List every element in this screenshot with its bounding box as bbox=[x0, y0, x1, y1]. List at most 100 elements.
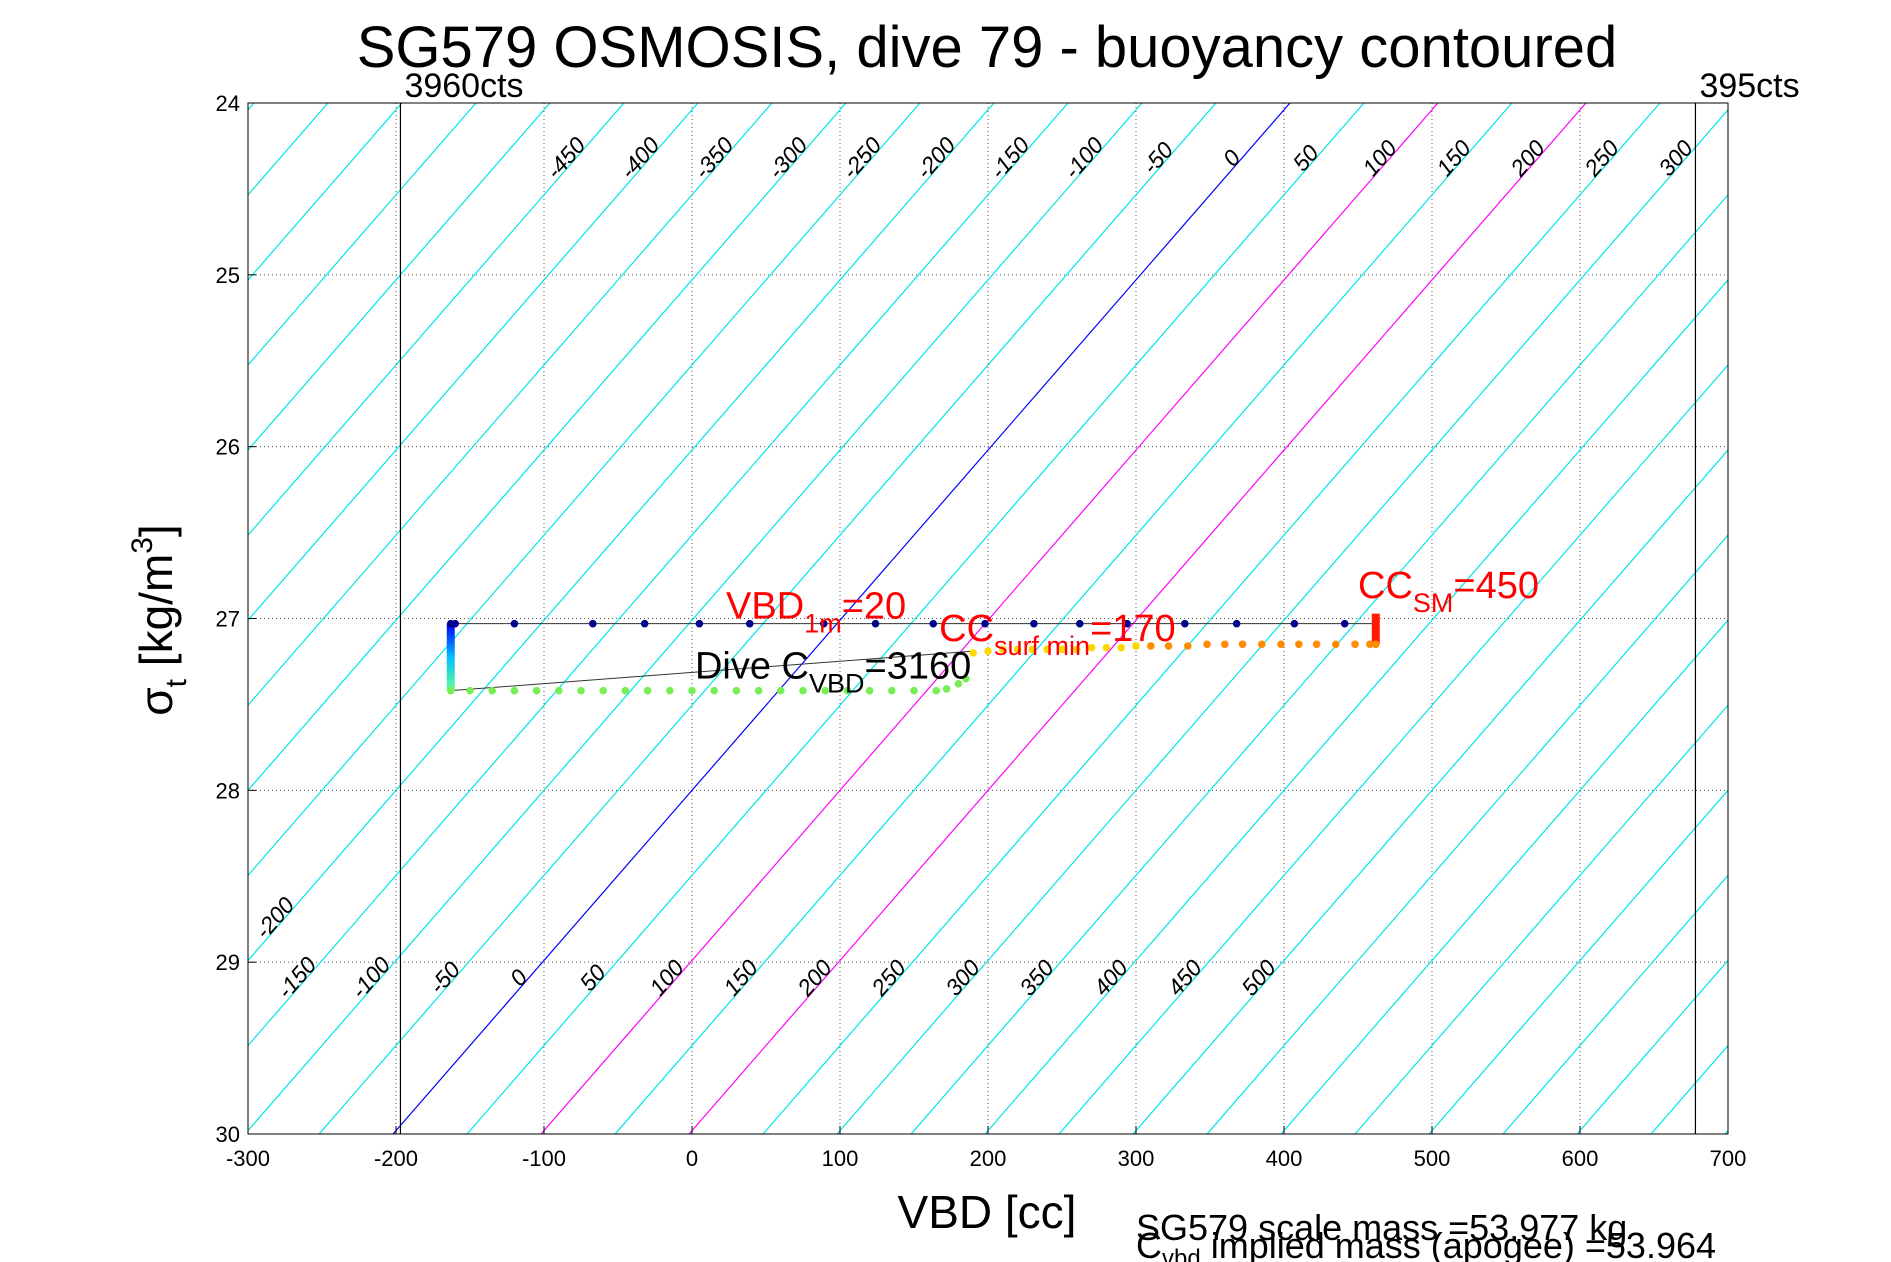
y-label-unit: [kg/m bbox=[130, 554, 182, 679]
annotation-sub: SM bbox=[1413, 588, 1454, 618]
contour-label-bottom: 450 bbox=[1162, 954, 1207, 1000]
x-tick-label: 0 bbox=[686, 1146, 698, 1171]
annotation: VBD1m=20 bbox=[726, 586, 906, 639]
path-line bbox=[450, 650, 974, 692]
buoyancy-contour-line bbox=[984, 279, 1728, 1134]
data-point bbox=[821, 686, 829, 695]
contour-label-top: -200 bbox=[911, 132, 961, 184]
data-point bbox=[1290, 619, 1299, 628]
x-tick-label: -200 bbox=[374, 1146, 418, 1171]
data-point bbox=[1351, 640, 1359, 649]
contour-label-bottom: 350 bbox=[1014, 954, 1059, 1000]
contour-label-top: -50 bbox=[1137, 137, 1179, 179]
x-tick-label: 400 bbox=[1266, 1146, 1303, 1171]
buoyancy-contour-line bbox=[1354, 704, 1728, 1134]
buoyancy-contour-line bbox=[248, 103, 477, 366]
buoyancy-contour-line bbox=[248, 103, 921, 877]
data-point bbox=[1366, 640, 1374, 649]
data-point bbox=[710, 686, 718, 695]
contour-label-top: -100 bbox=[1059, 132, 1109, 184]
buoyancy-contour-line bbox=[1280, 619, 1728, 1134]
data-point bbox=[819, 619, 828, 628]
data-point bbox=[599, 686, 607, 695]
contour-label-top: -250 bbox=[837, 132, 887, 184]
data-point bbox=[1087, 643, 1096, 652]
data-point bbox=[1043, 645, 1051, 654]
buoyancy-contour-line bbox=[688, 103, 1587, 1134]
y-tick-label: 30 bbox=[216, 1122, 240, 1147]
contours bbox=[248, 103, 1891, 1134]
data-point bbox=[1013, 645, 1022, 654]
x-tick-label: -300 bbox=[226, 1146, 270, 1171]
data-point bbox=[1371, 640, 1380, 649]
data-points bbox=[446, 613, 1380, 695]
data-point bbox=[695, 619, 704, 628]
data-point bbox=[777, 686, 785, 695]
annotation-main: CC bbox=[939, 608, 994, 650]
data-point bbox=[1332, 640, 1340, 649]
x-tick-label: -100 bbox=[522, 1146, 566, 1171]
buoyancy-contour-line bbox=[762, 103, 1661, 1134]
contour-label-top: 200 bbox=[1505, 135, 1551, 182]
data-point bbox=[1164, 642, 1173, 650]
buoyancy-contour-line bbox=[836, 108, 1728, 1134]
y-label-sup: 3 bbox=[126, 537, 159, 554]
contour-label-bottom: 400 bbox=[1088, 954, 1133, 1000]
data-point bbox=[942, 685, 951, 693]
annotation-main: VBD bbox=[726, 586, 804, 628]
data-point bbox=[1028, 645, 1037, 654]
buoyancy-contour-line bbox=[1058, 364, 1728, 1134]
data-point bbox=[999, 645, 1007, 654]
buoyancy-contour-line bbox=[248, 103, 995, 962]
apogee-bar bbox=[1371, 613, 1380, 645]
data-point bbox=[865, 686, 874, 695]
data-point bbox=[640, 619, 649, 628]
y-tick-label: 24 bbox=[216, 91, 240, 116]
buoyancy-contour-line bbox=[248, 103, 1143, 1132]
buoyancy-contour-line bbox=[1799, 103, 1891, 1134]
data-point bbox=[962, 674, 970, 683]
annotation-value: =170 bbox=[1090, 608, 1176, 650]
annotation-value: =450 bbox=[1453, 565, 1539, 607]
buoyancy-contour-line bbox=[248, 103, 551, 451]
contour-label-bottom: 150 bbox=[718, 954, 763, 1000]
data-point bbox=[1232, 619, 1241, 628]
annotation-sub: VBD bbox=[809, 669, 865, 699]
buoyancy-contour-line bbox=[248, 103, 625, 537]
data-point bbox=[1030, 619, 1038, 628]
descent-bar bbox=[446, 623, 455, 691]
contour-label-bottom: -50 bbox=[424, 956, 466, 998]
data-point bbox=[621, 686, 630, 695]
y-tick-label: 26 bbox=[216, 435, 240, 460]
y-label-symbol: σ bbox=[130, 687, 182, 715]
contour-label-bottom: 200 bbox=[791, 954, 837, 1001]
data-point bbox=[1295, 640, 1303, 649]
data-point bbox=[1117, 643, 1125, 652]
contour-label-top: -150 bbox=[985, 132, 1035, 184]
contour-label-top: 300 bbox=[1653, 135, 1698, 181]
annotation-sub: surf min bbox=[994, 631, 1090, 661]
buoyancy-contour-line bbox=[248, 103, 773, 707]
annotation-main: CC bbox=[1358, 565, 1413, 607]
buoyancy-contour-line bbox=[540, 103, 1439, 1134]
data-point bbox=[1340, 619, 1349, 628]
data-point bbox=[1258, 640, 1266, 649]
data-point bbox=[954, 679, 963, 688]
annotation-value: =3160 bbox=[865, 646, 972, 688]
buoyancy-contour-line bbox=[910, 193, 1728, 1134]
buoyancy-contour-line bbox=[1576, 959, 1728, 1134]
contour-label-bottom: 300 bbox=[940, 954, 985, 1000]
data-point bbox=[1181, 619, 1189, 628]
data-point bbox=[932, 686, 940, 695]
contour-label-bottom: -200 bbox=[250, 892, 300, 944]
data-point bbox=[1221, 640, 1229, 649]
buoyancy-contour-line bbox=[1428, 789, 1728, 1134]
data-point bbox=[1102, 643, 1111, 652]
data-point bbox=[466, 686, 474, 695]
data-point bbox=[843, 686, 852, 695]
x-tick-label: 100 bbox=[822, 1146, 859, 1171]
footer-line-2-tail: implied mass (apogee) =53.964 bbox=[1201, 1225, 1716, 1262]
data-point bbox=[871, 619, 880, 628]
contour-label-bottom: -100 bbox=[346, 951, 396, 1003]
